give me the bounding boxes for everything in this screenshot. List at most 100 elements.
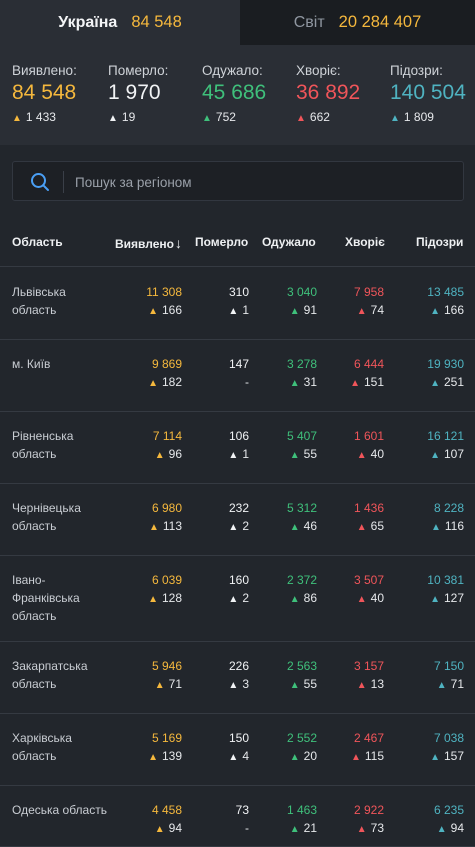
- cell-sick: 3 507 ▲ 40: [354, 571, 384, 607]
- cell-delta: ▲ 116: [431, 517, 464, 535]
- col-sick[interactable]: Хворіє: [345, 235, 385, 249]
- region-name-line: область: [12, 677, 57, 691]
- cell-value: 6 980: [151, 501, 182, 515]
- arrow-up-icon: ▲: [289, 594, 300, 605]
- col-deaths[interactable]: Померло: [195, 235, 249, 249]
- cell-delta-value: -: [245, 375, 249, 389]
- region-name[interactable]: Львівська область: [12, 283, 122, 319]
- cell-delta-value: 74: [370, 303, 384, 317]
- cell-delta: ▲ 40: [354, 445, 384, 463]
- col-suspected[interactable]: Підозри: [416, 235, 464, 249]
- cell-suspected: 6 235 ▲ 94: [434, 801, 464, 837]
- cell-delta: ▲ 71: [434, 675, 464, 693]
- cell-value: 106: [228, 429, 249, 443]
- cell-delta-value: 86: [303, 591, 317, 605]
- region-name[interactable]: Харківська область: [12, 729, 122, 765]
- cell-delta-value: 91: [303, 303, 317, 317]
- search-icon[interactable]: [30, 172, 50, 192]
- region-name[interactable]: Рівненська область: [12, 427, 122, 463]
- cell-delta-value: 65: [370, 519, 384, 533]
- cell-recovered: 3 040 ▲ 91: [287, 283, 317, 319]
- cell-delta: ▲ 3: [228, 675, 249, 693]
- stat-deaths: Померло: 1 970 ▲ 19: [108, 63, 168, 124]
- cell-value: 19 930: [427, 357, 464, 371]
- arrow-up-icon: ▲: [430, 594, 440, 605]
- region-name-line: Харківська: [12, 731, 72, 745]
- cell-value: 310: [228, 285, 249, 299]
- cell-delta: ▲ 139: [148, 747, 182, 765]
- cell-delta-value: 55: [303, 677, 317, 691]
- cell-delta-value: 127: [443, 591, 464, 605]
- table-row[interactable]: Рівненська область 7 114 ▲ 96 106 ▲ 1 5 407 ▲ 55 1 …: [0, 412, 475, 484]
- arrow-up-icon: ▲: [289, 306, 300, 317]
- cell-delta: ▲ 46: [287, 517, 317, 535]
- cell-delta-value: 166: [443, 303, 464, 317]
- region-name[interactable]: Одеська область: [12, 801, 122, 819]
- stat-recovered: Одужало: 45 686 ▲ 752: [202, 63, 266, 124]
- cell-recovered: 5 407 ▲ 55: [287, 427, 317, 463]
- cell-recovered: 5 312 ▲ 46: [287, 499, 317, 535]
- cell-recovered: 2 372 ▲ 86: [287, 571, 317, 607]
- cell-value: 3 278: [286, 357, 317, 371]
- cell-delta: ▲ 91: [287, 301, 317, 319]
- region-name[interactable]: Чернівецька область: [12, 499, 122, 535]
- cell-sick: 7 958 ▲ 74: [354, 283, 384, 319]
- cell-delta-value: 71: [168, 677, 182, 691]
- col-region[interactable]: Область: [12, 235, 63, 249]
- arrow-up-icon: ▲: [202, 113, 212, 124]
- table-row[interactable]: Чернівецька область 6 980 ▲ 113 232 ▲ 2 5 312 ▲ 46…: [0, 484, 475, 556]
- region-name-line: Рівненська: [12, 429, 74, 443]
- cell-value: 2 922: [353, 803, 384, 817]
- cell-suspected: 13 485 ▲ 166: [427, 283, 464, 319]
- arrow-up-icon: ▲: [154, 680, 165, 691]
- region-name-line: область: [12, 519, 57, 533]
- col-recovered[interactable]: Одужало: [262, 235, 316, 249]
- arrow-up-icon: ▲: [356, 450, 367, 461]
- cell-delta-value: 55: [303, 447, 317, 461]
- cell-delta: ▲ 65: [354, 517, 384, 535]
- table-row[interactable]: Харківська область 5 169 ▲ 139 150 ▲ 4 2 552 ▲ 20 2…: [0, 714, 475, 786]
- search-input[interactable]: [75, 170, 445, 194]
- cell-value: 226: [228, 659, 249, 673]
- cell-sick: 2 467 ▲ 115: [351, 729, 384, 765]
- country-tabs: Україна 84 548 Світ 20 284 407: [0, 0, 475, 45]
- stat-value: 84 548: [12, 81, 77, 104]
- tab-world[interactable]: Світ 20 284 407: [240, 0, 475, 45]
- cell-delta: ▲ 94: [152, 819, 182, 837]
- arrow-up-icon: ▲: [289, 752, 300, 763]
- cell-delta-value: 73: [370, 821, 384, 835]
- cell-value: 3 157: [353, 659, 384, 673]
- cell-delta: ▲ 55: [287, 675, 317, 693]
- arrow-up-icon: ▲: [148, 378, 158, 389]
- cell-suspected: 7 150 ▲ 71: [434, 657, 464, 693]
- region-name[interactable]: м. Київ: [12, 355, 122, 373]
- cell-recovered: 2 563 ▲ 55: [287, 657, 317, 693]
- table-row[interactable]: м. Київ 9 869 ▲ 182 147-3 278 ▲ 31 6 444 ▲ 151 19 …: [0, 340, 475, 412]
- region-name-line: Івано-: [12, 573, 46, 587]
- arrow-up-icon: ▲: [430, 378, 440, 389]
- cell-value: 2 563: [286, 659, 317, 673]
- table-row[interactable]: Івано- Франківська область 6 039 ▲ 128 160 ▲ 2 2 …: [0, 556, 475, 642]
- cell-delta: ▲ 71: [152, 675, 182, 693]
- stat-delta-value: 662: [309, 110, 330, 124]
- search-divider: [63, 171, 64, 193]
- cell-value: 6 444: [353, 357, 384, 371]
- table-row[interactable]: Закарпатська область 5 946 ▲ 71 226 ▲ 3 2 563 ▲ 55…: [0, 642, 475, 714]
- cell-value: 232: [228, 501, 249, 515]
- cell-deaths: 150 ▲ 4: [228, 729, 249, 765]
- region-name-line: область: [12, 749, 57, 763]
- cell-value: 2 372: [286, 573, 317, 587]
- cell-sick: 3 157 ▲ 13: [354, 657, 384, 693]
- col-confirmed[interactable]: Виявлено↓: [115, 235, 182, 251]
- stat-delta: ▲ 1 433: [12, 110, 77, 124]
- region-name[interactable]: Закарпатська область: [12, 657, 122, 693]
- tab-ukraine-label: Україна: [58, 13, 118, 31]
- cell-delta-value: 139: [161, 749, 182, 763]
- cell-delta-value: 4: [242, 749, 249, 763]
- tab-ukraine[interactable]: Україна 84 548: [0, 0, 240, 45]
- region-name[interactable]: Івано- Франківська область: [12, 571, 122, 625]
- table-row[interactable]: Львівська область 11 308 ▲ 166 310 ▲ 1 3 040 ▲ 91 7…: [0, 268, 475, 340]
- cell-delta: ▲ 157: [430, 747, 464, 765]
- table-row[interactable]: Одеська область 4 458 ▲ 94 73-1 463 ▲ 21 2 922 ▲…: [0, 786, 475, 847]
- region-name-line: м. Київ: [12, 357, 51, 371]
